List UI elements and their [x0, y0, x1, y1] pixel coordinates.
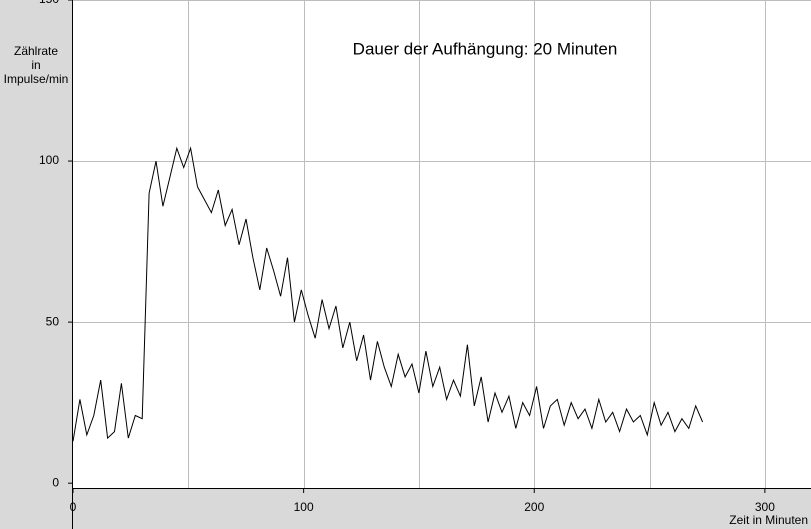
x-tick-label: 200: [524, 500, 544, 514]
y-tick-label: 50: [46, 314, 60, 328]
y-axis-label: Impulse/min: [4, 72, 69, 86]
x-axis-label: Zeit in Minuten: [729, 513, 808, 527]
y-axis-label: Zählrate: [14, 44, 58, 58]
y-tick-label: 100: [39, 153, 59, 167]
data-line: [72, 146, 704, 442]
x-tick-label: 300: [755, 500, 775, 514]
y-tick-label: 150: [39, 0, 59, 6]
plot-area: [73, 0, 811, 488]
y-axis-label: in: [31, 58, 40, 72]
x-tick-label: 100: [294, 500, 314, 514]
x-tick-label: 0: [70, 500, 77, 514]
chart-title: Dauer der Aufhängung: 20 Minuten: [353, 39, 618, 58]
y-tick-label: 0: [52, 475, 59, 489]
